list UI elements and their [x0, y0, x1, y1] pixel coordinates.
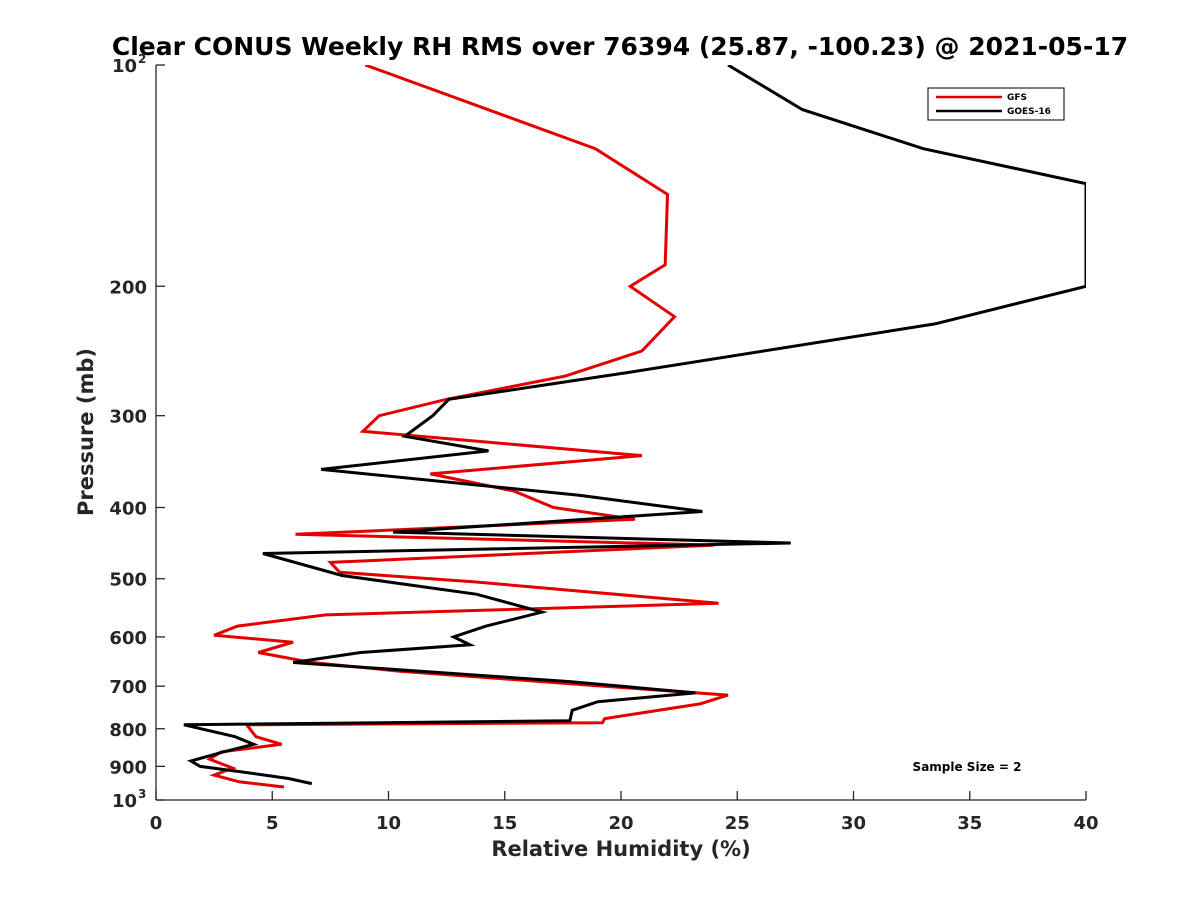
x-axis-label: Relative Humidity (%) [491, 837, 750, 861]
y-tick-label: 800 [109, 720, 147, 741]
y-tick-label: 900 [109, 757, 147, 778]
y-tick-label: 500 [109, 570, 147, 591]
y-tick-label: 10 [112, 56, 137, 77]
y-tick-label: 600 [109, 628, 147, 649]
x-tick-label: 20 [608, 813, 633, 834]
x-tick-label: 40 [1073, 813, 1098, 834]
series-line-goes-16 [183, 65, 1086, 786]
legend-box [927, 87, 1065, 121]
x-tick-label: 15 [492, 813, 517, 834]
y-axis-label: Pressure (mb) [74, 348, 98, 516]
y-tick-label: 200 [109, 277, 147, 298]
y-tick-label: 700 [109, 677, 147, 698]
y-tick-exponent: 3 [138, 787, 146, 801]
x-tick-label: 0 [150, 813, 163, 834]
x-tick-label: 30 [841, 813, 866, 834]
y-tick-label: 300 [109, 407, 147, 428]
x-tick-label: 25 [725, 813, 750, 834]
y-tick-label: 10 [112, 791, 137, 812]
chart-title: Clear CONUS Weekly RH RMS over 76394 (25… [112, 32, 1128, 61]
x-axis-ticks: 0 5 10 15 20 25 30 35 40 [150, 791, 1099, 834]
plot-area [155, 65, 1086, 801]
x-tick-label: 5 [266, 813, 279, 834]
y-tick-exponent: 2 [138, 52, 146, 66]
legend-label: GFS [1007, 93, 1027, 103]
x-tick-label: 10 [376, 813, 401, 834]
y-tick-label: 400 [109, 499, 147, 520]
sample-size-annotation: Sample Size = 2 [913, 760, 1022, 774]
legend-label: GOES-16 [1007, 107, 1051, 117]
series-layer [183, 65, 1086, 789]
series-line-gfs [206, 65, 729, 789]
legend: GFS GOES-16 [927, 87, 1065, 121]
x-tick-label: 35 [957, 813, 982, 834]
